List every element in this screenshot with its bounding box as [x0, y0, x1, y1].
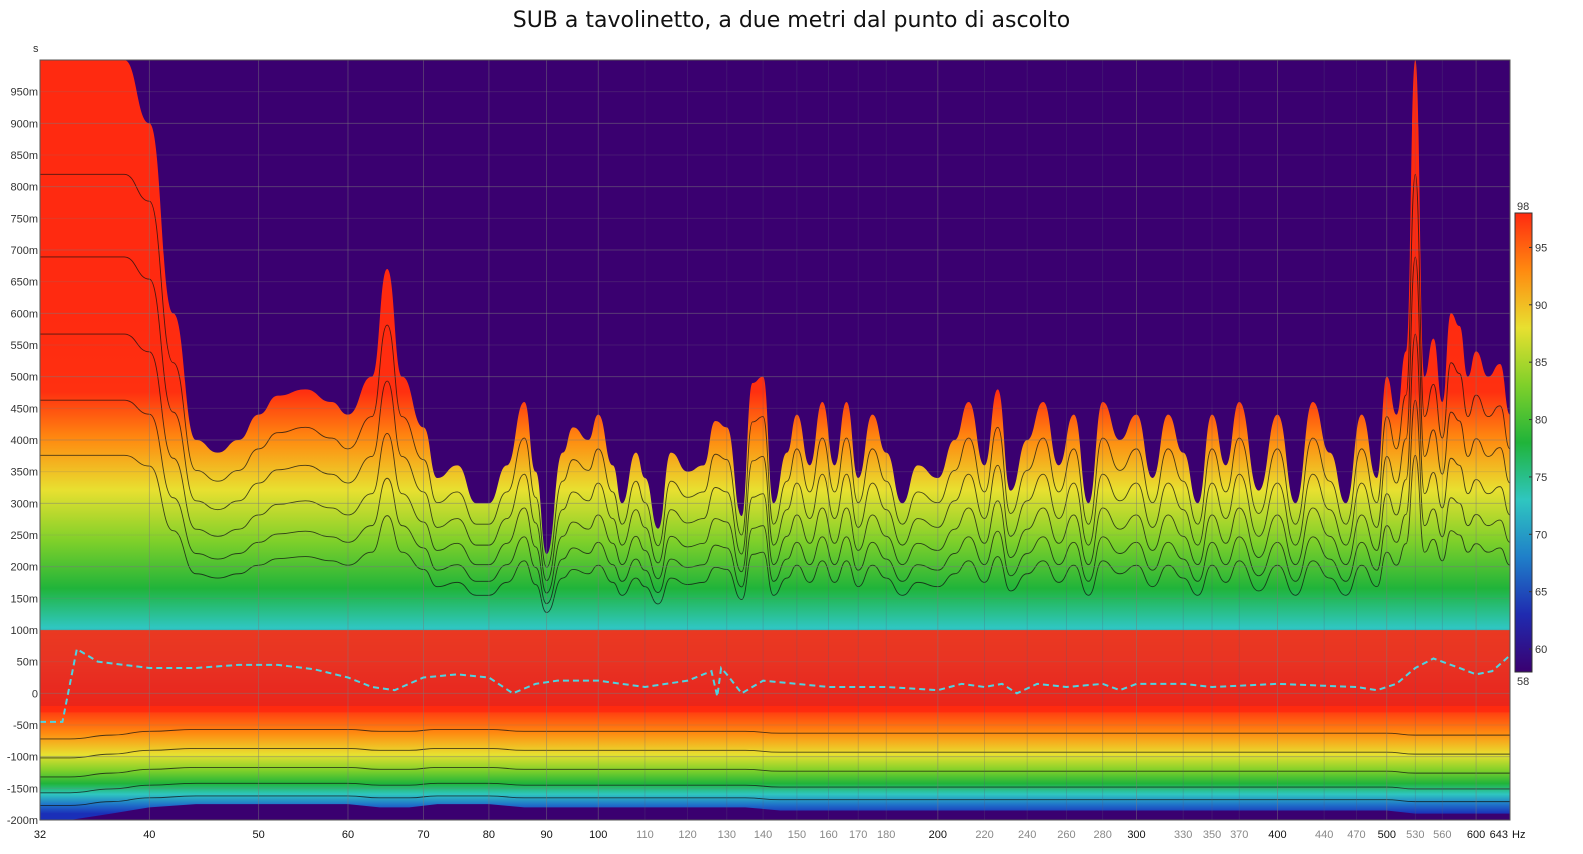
y-unit-label: s: [33, 43, 39, 55]
x-tick-label: 160: [819, 829, 837, 841]
x-tick-label: 330: [1174, 829, 1192, 841]
y-tick-label: -150m: [7, 783, 38, 795]
colorbar-tick-label: 75: [1535, 472, 1547, 484]
x-tick-label: 260: [1057, 829, 1075, 841]
y-tick-label: 350m: [10, 467, 38, 479]
x-tick-label: 80: [483, 829, 495, 841]
y-tick-label: 100m: [10, 625, 38, 637]
y-tick-label: 600m: [10, 308, 38, 320]
colorbar-tick-label: 90: [1535, 300, 1547, 312]
y-tick-label: 650m: [10, 277, 38, 289]
y-tick-label: 950m: [10, 87, 38, 99]
x-tick-label: 400: [1268, 829, 1286, 841]
x-tick-label: 300: [1127, 829, 1145, 841]
contour-line: [40, 766, 1510, 778]
y-tick-label: -50m: [13, 720, 38, 732]
y-tick-label: 700m: [10, 245, 38, 257]
x-tick-label: 40: [143, 829, 155, 841]
x-tick-label: 60: [342, 829, 354, 841]
y-tick-label: 500m: [10, 372, 38, 384]
y-tick-label: 400m: [10, 435, 38, 447]
x-tick-label: 240: [1018, 829, 1036, 841]
x-unit-label: Hz: [1512, 829, 1525, 841]
x-tick-label: 530: [1406, 829, 1424, 841]
decay-area: [40, 60, 1510, 706]
x-tick-label: 470: [1347, 829, 1365, 841]
contour-line: [40, 256, 1510, 582]
contour-lines: [40, 173, 1510, 806]
y-tick-label: -100m: [7, 752, 38, 764]
x-tick-label: 110: [636, 829, 654, 841]
chart-title: SUB a tavolinetto, a due metri dal punto…: [512, 8, 1071, 33]
contour-line: [40, 173, 1510, 568]
x-tick-label: 600: [1467, 829, 1485, 841]
colorbar-tick-label: 80: [1535, 415, 1547, 427]
colorbar-ticks: 60 65 70 75 80 85 90 95: [1529, 242, 1547, 656]
x-tick-label: 32: [34, 829, 46, 841]
y-tick-label: 300m: [10, 498, 38, 510]
y-tick-label: 800m: [10, 182, 38, 194]
y-tick-label: 450m: [10, 403, 38, 415]
y-tick-label: 750m: [10, 213, 38, 225]
x-tick-label: 500: [1378, 829, 1396, 841]
contour-line: [40, 333, 1510, 594]
colorbar-tick-label: 65: [1535, 587, 1547, 599]
peak-curve: [40, 647, 1510, 723]
x-tick-label: 200: [929, 829, 947, 841]
x-tick-label: 130: [718, 829, 736, 841]
y-tick-label: 150m: [10, 593, 38, 605]
x-tick-label: 170: [849, 829, 867, 841]
contour-line: [40, 454, 1510, 613]
colorbar-tick-label: 60: [1535, 644, 1547, 656]
x-tick-label: 280: [1094, 829, 1112, 841]
contour-line: [40, 399, 1510, 605]
x-tick-label: 100: [589, 829, 607, 841]
main-energy-band: [40, 630, 1510, 713]
x-tick-label: 140: [754, 829, 772, 841]
x-tick-label: 90: [541, 829, 553, 841]
x-tick-label: 440: [1315, 829, 1333, 841]
y-tick-label: 0: [32, 688, 38, 700]
colorbar-scale: [1514, 212, 1533, 673]
x-tick-label: 150: [788, 829, 806, 841]
x-tick-label: 220: [975, 829, 993, 841]
y-tick-label: 200m: [10, 562, 38, 574]
x-tick-label: 370: [1230, 829, 1248, 841]
y-tick-label: -200m: [7, 815, 38, 827]
plot-area: [40, 60, 1510, 820]
colorbar-tick-label: 70: [1535, 529, 1547, 541]
contour-line: [40, 728, 1510, 740]
grid-lines: [40, 60, 1510, 820]
contour-line: [40, 747, 1510, 759]
plot-frame: [39, 59, 1511, 821]
x-tick-label: 560: [1433, 829, 1451, 841]
x-tick-label: 643: [1490, 829, 1508, 841]
x-tick-label: 180: [877, 829, 895, 841]
y-axis: 950m 900m 850m 800m 750m 700m 650m 600m 550m 500m…: [7, 87, 38, 827]
contour-line: [40, 795, 1510, 806]
y-tick-label: 550m: [10, 340, 38, 352]
x-axis: 32 40 50 60 70 80 90 100 110 120 130 140 150 160 170 18…: [34, 829, 1508, 841]
x-tick-label: 350: [1203, 829, 1221, 841]
x-tick-label: 70: [417, 829, 429, 841]
y-tick-label: 900m: [10, 118, 38, 130]
x-tick-label: 50: [253, 829, 265, 841]
colorbar-tick-label: 85: [1535, 357, 1547, 369]
colorbar-min-label: 58: [1517, 676, 1529, 688]
x-tick-label: 120: [678, 829, 696, 841]
colorbar: 60 65 70 75 80 85 90 95 98 58: [1514, 201, 1547, 688]
colorbar-tick-label: 95: [1535, 242, 1547, 254]
y-tick-label: 850m: [10, 150, 38, 162]
colorbar-max-label: 98: [1517, 201, 1529, 213]
y-tick-label: 250m: [10, 530, 38, 542]
y-tick-label: 50m: [17, 657, 38, 669]
contour-line: [40, 782, 1510, 794]
